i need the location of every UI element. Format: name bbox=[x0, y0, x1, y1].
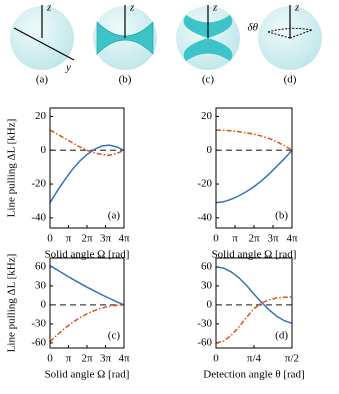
series-line bbox=[49, 144, 125, 204]
diagram-a: z y (a) bbox=[10, 2, 75, 86]
caption: (a) bbox=[36, 74, 49, 86]
series-line bbox=[49, 264, 125, 306]
axis-label: δθ bbox=[247, 22, 258, 34]
x-tick-label: π/2 bbox=[285, 353, 299, 365]
y-tick-label: -20 bbox=[197, 178, 212, 190]
axis-label: z bbox=[46, 2, 52, 14]
axis-label: z bbox=[212, 2, 218, 14]
x-axis-label: Solid angle Ω [rad] bbox=[212, 249, 297, 261]
caption: (d) bbox=[284, 74, 297, 86]
x-tick-label: 4π bbox=[118, 353, 130, 365]
x-tick-label: 3π bbox=[100, 353, 112, 365]
plot-frame bbox=[215, 107, 293, 229]
series-line bbox=[215, 296, 293, 344]
series-line bbox=[215, 129, 293, 151]
series-line bbox=[215, 266, 293, 324]
x-tick-label: 2π bbox=[81, 233, 93, 245]
series-line bbox=[49, 129, 125, 157]
x-tick-label: 3π bbox=[100, 233, 112, 245]
x-tick-label: 0 bbox=[213, 233, 219, 245]
x-tick-label: 3π bbox=[267, 233, 279, 245]
y-tick-label: -60 bbox=[197, 336, 212, 348]
x-axis-label: Solid angle Ω [rad] bbox=[45, 369, 130, 381]
axis-label: y bbox=[65, 62, 71, 74]
y-tick-label: 0 bbox=[41, 144, 47, 156]
plot-frame bbox=[215, 257, 293, 349]
diagram-b: z (b) bbox=[93, 2, 157, 86]
x-tick-label: 0 bbox=[213, 353, 219, 365]
y-tick-label: 20 bbox=[35, 110, 47, 122]
x-tick-label: 2π bbox=[248, 233, 260, 245]
y-tick-label: 60 bbox=[201, 260, 213, 272]
y-axis-label: Line pulling ΔL [kHz] bbox=[6, 119, 18, 218]
y-tick-label: -30 bbox=[197, 317, 212, 329]
axis-label: z bbox=[129, 2, 135, 14]
x-tick-label: 4π bbox=[118, 233, 130, 245]
y-tick-label: -20 bbox=[31, 178, 46, 190]
x-tick-label: π/4 bbox=[247, 353, 262, 365]
caption: (b) bbox=[119, 74, 132, 86]
y-tick-label: 0 bbox=[41, 298, 47, 310]
series-line bbox=[49, 304, 125, 343]
panel-label: (d) bbox=[275, 330, 288, 342]
x-axis-label: Detection angle θ [rad] bbox=[203, 369, 304, 381]
y-tick-label: 20 bbox=[201, 110, 213, 122]
y-tick-label: 30 bbox=[201, 279, 213, 291]
caption: (c) bbox=[202, 74, 215, 86]
x-tick-label: 0 bbox=[47, 353, 53, 365]
y-tick-label: -60 bbox=[31, 336, 46, 348]
y-axis-label: Line pulling ΔL [kHz] bbox=[6, 254, 18, 353]
y-tick-label: 30 bbox=[35, 279, 47, 291]
diagram-c: z (c) bbox=[176, 2, 240, 86]
panel-label: (c) bbox=[108, 330, 121, 342]
series-line bbox=[215, 149, 293, 204]
plot-frame bbox=[49, 257, 125, 349]
y-tick-label: -40 bbox=[197, 211, 212, 223]
x-tick-label: π bbox=[66, 233, 72, 245]
y-tick-label: -30 bbox=[31, 317, 46, 329]
panel-label: (a) bbox=[108, 210, 121, 222]
diagram-d: z δθ (d) bbox=[247, 2, 322, 86]
x-axis-label: Solid angle Ω [rad] bbox=[45, 249, 130, 261]
y-tick-label: 0 bbox=[207, 144, 213, 156]
x-tick-label: π bbox=[232, 233, 238, 245]
x-tick-label: π bbox=[66, 353, 72, 365]
y-tick-label: 60 bbox=[35, 260, 47, 272]
x-tick-label: 0 bbox=[47, 233, 53, 245]
axis-label: z bbox=[294, 2, 300, 14]
plot-frame bbox=[49, 107, 125, 229]
panel-label: (b) bbox=[275, 210, 288, 222]
x-tick-label: 4π bbox=[286, 233, 298, 245]
y-tick-label: -40 bbox=[31, 211, 46, 223]
x-tick-label: 2π bbox=[81, 353, 93, 365]
y-tick-label: 0 bbox=[207, 298, 213, 310]
